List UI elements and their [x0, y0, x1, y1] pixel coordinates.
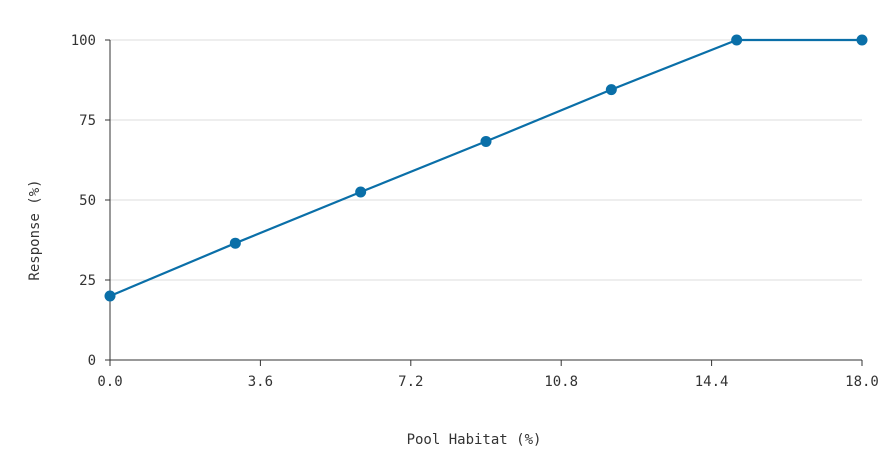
y-tick-label: 25 — [79, 273, 96, 289]
data-point — [229, 237, 241, 249]
data-point — [355, 186, 367, 198]
x-tick-label: 10.8 — [544, 374, 578, 390]
y-tick-label: 100 — [71, 33, 96, 49]
series-group — [104, 34, 868, 302]
x-tick-label: 7.2 — [398, 374, 423, 390]
data-point — [731, 34, 743, 46]
data-point — [856, 34, 868, 46]
y-tick-label: 0 — [88, 353, 96, 369]
y-axis-ticks: 0 25 50 75 100 — [71, 33, 110, 369]
data-point — [104, 290, 116, 302]
data-point — [480, 135, 492, 147]
data-point — [605, 84, 617, 96]
x-axis-label: Pool Habitat (%) — [407, 432, 542, 448]
x-tick-label: 18.0 — [845, 374, 879, 390]
x-tick-label: 0.0 — [97, 374, 122, 390]
x-tick-label: 3.6 — [248, 374, 273, 390]
y-tick-label: 75 — [79, 113, 96, 129]
y-axis-label: Response (%) — [27, 179, 43, 280]
x-tick-label: 14.4 — [695, 374, 729, 390]
y-tick-label: 50 — [79, 193, 96, 209]
x-axis-ticks: 0.0 3.6 7.2 10.8 14.4 18.0 — [97, 360, 879, 390]
